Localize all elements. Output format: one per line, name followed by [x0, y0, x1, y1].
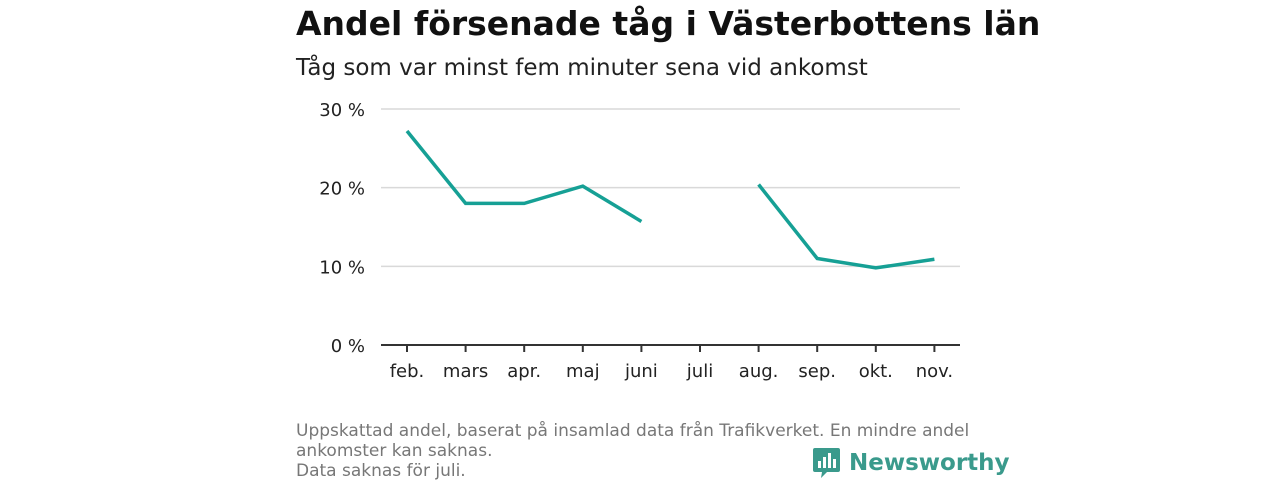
series-line — [757, 183, 935, 270]
line-chart: 0 % 10 % 20 % 30 % feb. mars apr. maj juni juli a… — [319, 100, 960, 382]
y-tick-label: 10 % — [319, 257, 365, 278]
newsworthy-logo-icon — [813, 448, 840, 478]
x-tick-label: feb. — [390, 361, 425, 382]
x-tick-label: apr. — [507, 361, 541, 382]
y-tick-label: 20 % — [319, 179, 365, 200]
x-tick-label: maj — [566, 361, 600, 382]
gridlines — [381, 108, 960, 268]
x-tick-label: okt. — [859, 361, 893, 382]
chart-subtitle: Tåg som var minst fem minuter sena vid a… — [296, 55, 868, 81]
footnote-line-3: Data saknas för juli. — [296, 461, 466, 480]
chart-title: Andel försenade tåg i Västerbottens län — [296, 4, 1041, 43]
x-tick-label: juni — [624, 361, 658, 382]
y-tick-labels: 0 % 10 % 20 % 30 % — [319, 100, 365, 357]
brand-logo: Newsworthy — [813, 446, 1010, 480]
footnote: Uppskattad andel, baserat på insamlad da… — [296, 421, 996, 480]
series-line — [405, 129, 643, 223]
x-tick-label: nov. — [916, 361, 953, 382]
footnote-line-2: ankomster kan saknas. — [296, 441, 493, 461]
x-tick-label: juli — [686, 361, 713, 382]
y-tick-label: 30 % — [319, 100, 365, 121]
brand-name: Newsworthy — [849, 450, 1010, 476]
x-tick-label: aug. — [739, 361, 779, 382]
y-tick-label: 0 % — [331, 336, 365, 357]
x-tick-labels: feb. mars apr. maj juni juli aug. sep. okt. nov. — [390, 361, 953, 382]
axes — [381, 344, 960, 352]
footnote-line-1: Uppskattad andel, baserat på insamlad da… — [296, 421, 970, 441]
x-tick-label: mars — [443, 361, 488, 382]
series-lines — [405, 129, 935, 270]
x-tick-label: sep. — [798, 361, 836, 382]
